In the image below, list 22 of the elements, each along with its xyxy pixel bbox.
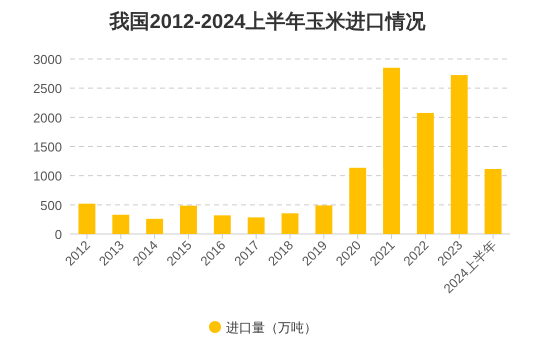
bar (484, 168, 502, 234)
y-tick-label: 2000 (33, 110, 62, 126)
bar (450, 75, 468, 234)
bar (112, 214, 130, 234)
bar (214, 215, 231, 234)
bar (383, 68, 400, 234)
chart-title: 我国2012-2024上半年玉米进口情况 (108, 10, 426, 33)
bar (282, 213, 298, 234)
legend-label: 进口量（万吨） (226, 320, 317, 335)
y-tick-label: 1500 (33, 140, 62, 154)
y-tick-label: 0 (54, 227, 62, 242)
y-tick-label: 500 (40, 198, 62, 213)
bar (416, 112, 434, 234)
bar (349, 168, 366, 234)
y-tick-label: 2500 (33, 81, 62, 96)
bar (78, 204, 96, 234)
bar (248, 217, 265, 234)
bar (315, 205, 332, 234)
y-tick-label: 1000 (33, 168, 62, 184)
bar (146, 218, 164, 234)
bar (180, 206, 197, 234)
y-tick-label: 3000 (33, 52, 62, 67)
